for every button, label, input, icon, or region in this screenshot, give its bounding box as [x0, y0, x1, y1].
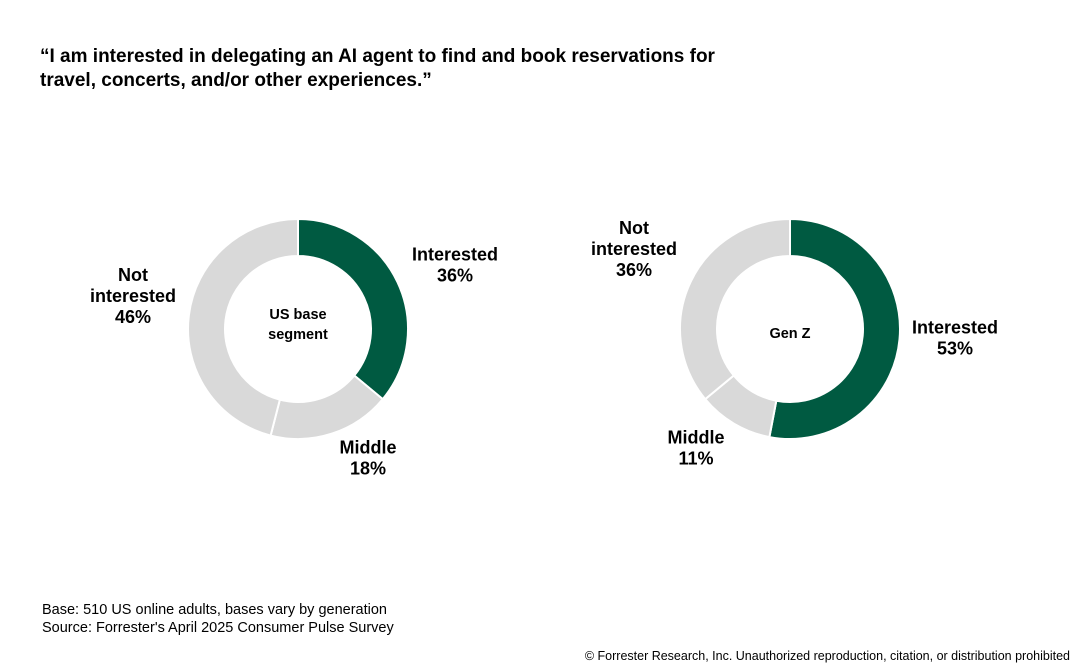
label-interested: Interested 36% — [412, 245, 498, 286]
donut-chart-2: Interested 53% Middle 11% Not interested 36% Ge… — [591, 217, 998, 469]
label-middle: Middle 11% — [668, 428, 725, 469]
center-label: US base segment — [268, 307, 328, 343]
chart-notes: Base: 510 US online adults, bases vary b… — [42, 601, 394, 637]
label-not-interested: Not interested 46% — [90, 265, 176, 327]
slice-not-interested — [187, 217, 299, 437]
center-label: Gen Z — [769, 326, 810, 342]
copyright-notice: © Forrester Research, Inc. Unauthorized … — [584, 649, 1070, 663]
label-middle: Middle 18% — [340, 438, 397, 479]
chart-title: “I am interested in delegating an AI age… — [40, 45, 800, 93]
slice-not-interested — [679, 217, 791, 401]
donut-chart-1: Interested 36% Middle 18% Not interested 46% US… — [90, 217, 498, 479]
chart-title-line-1: “I am interested in delegating an AI age… — [40, 46, 715, 67]
chart-title-line-2: travel, concerts, and/or other experienc… — [40, 70, 432, 91]
label-interested: Interested 53% — [912, 318, 998, 359]
slice-interested — [297, 217, 409, 401]
slice-interested — [768, 217, 901, 440]
base-note: Base: 510 US online adults, bases vary b… — [42, 602, 387, 618]
slice-middle — [269, 374, 385, 440]
source-note: Source: Forrester's April 2025 Consumer … — [42, 620, 394, 636]
label-not-interested: Not interested 36% — [591, 218, 677, 280]
